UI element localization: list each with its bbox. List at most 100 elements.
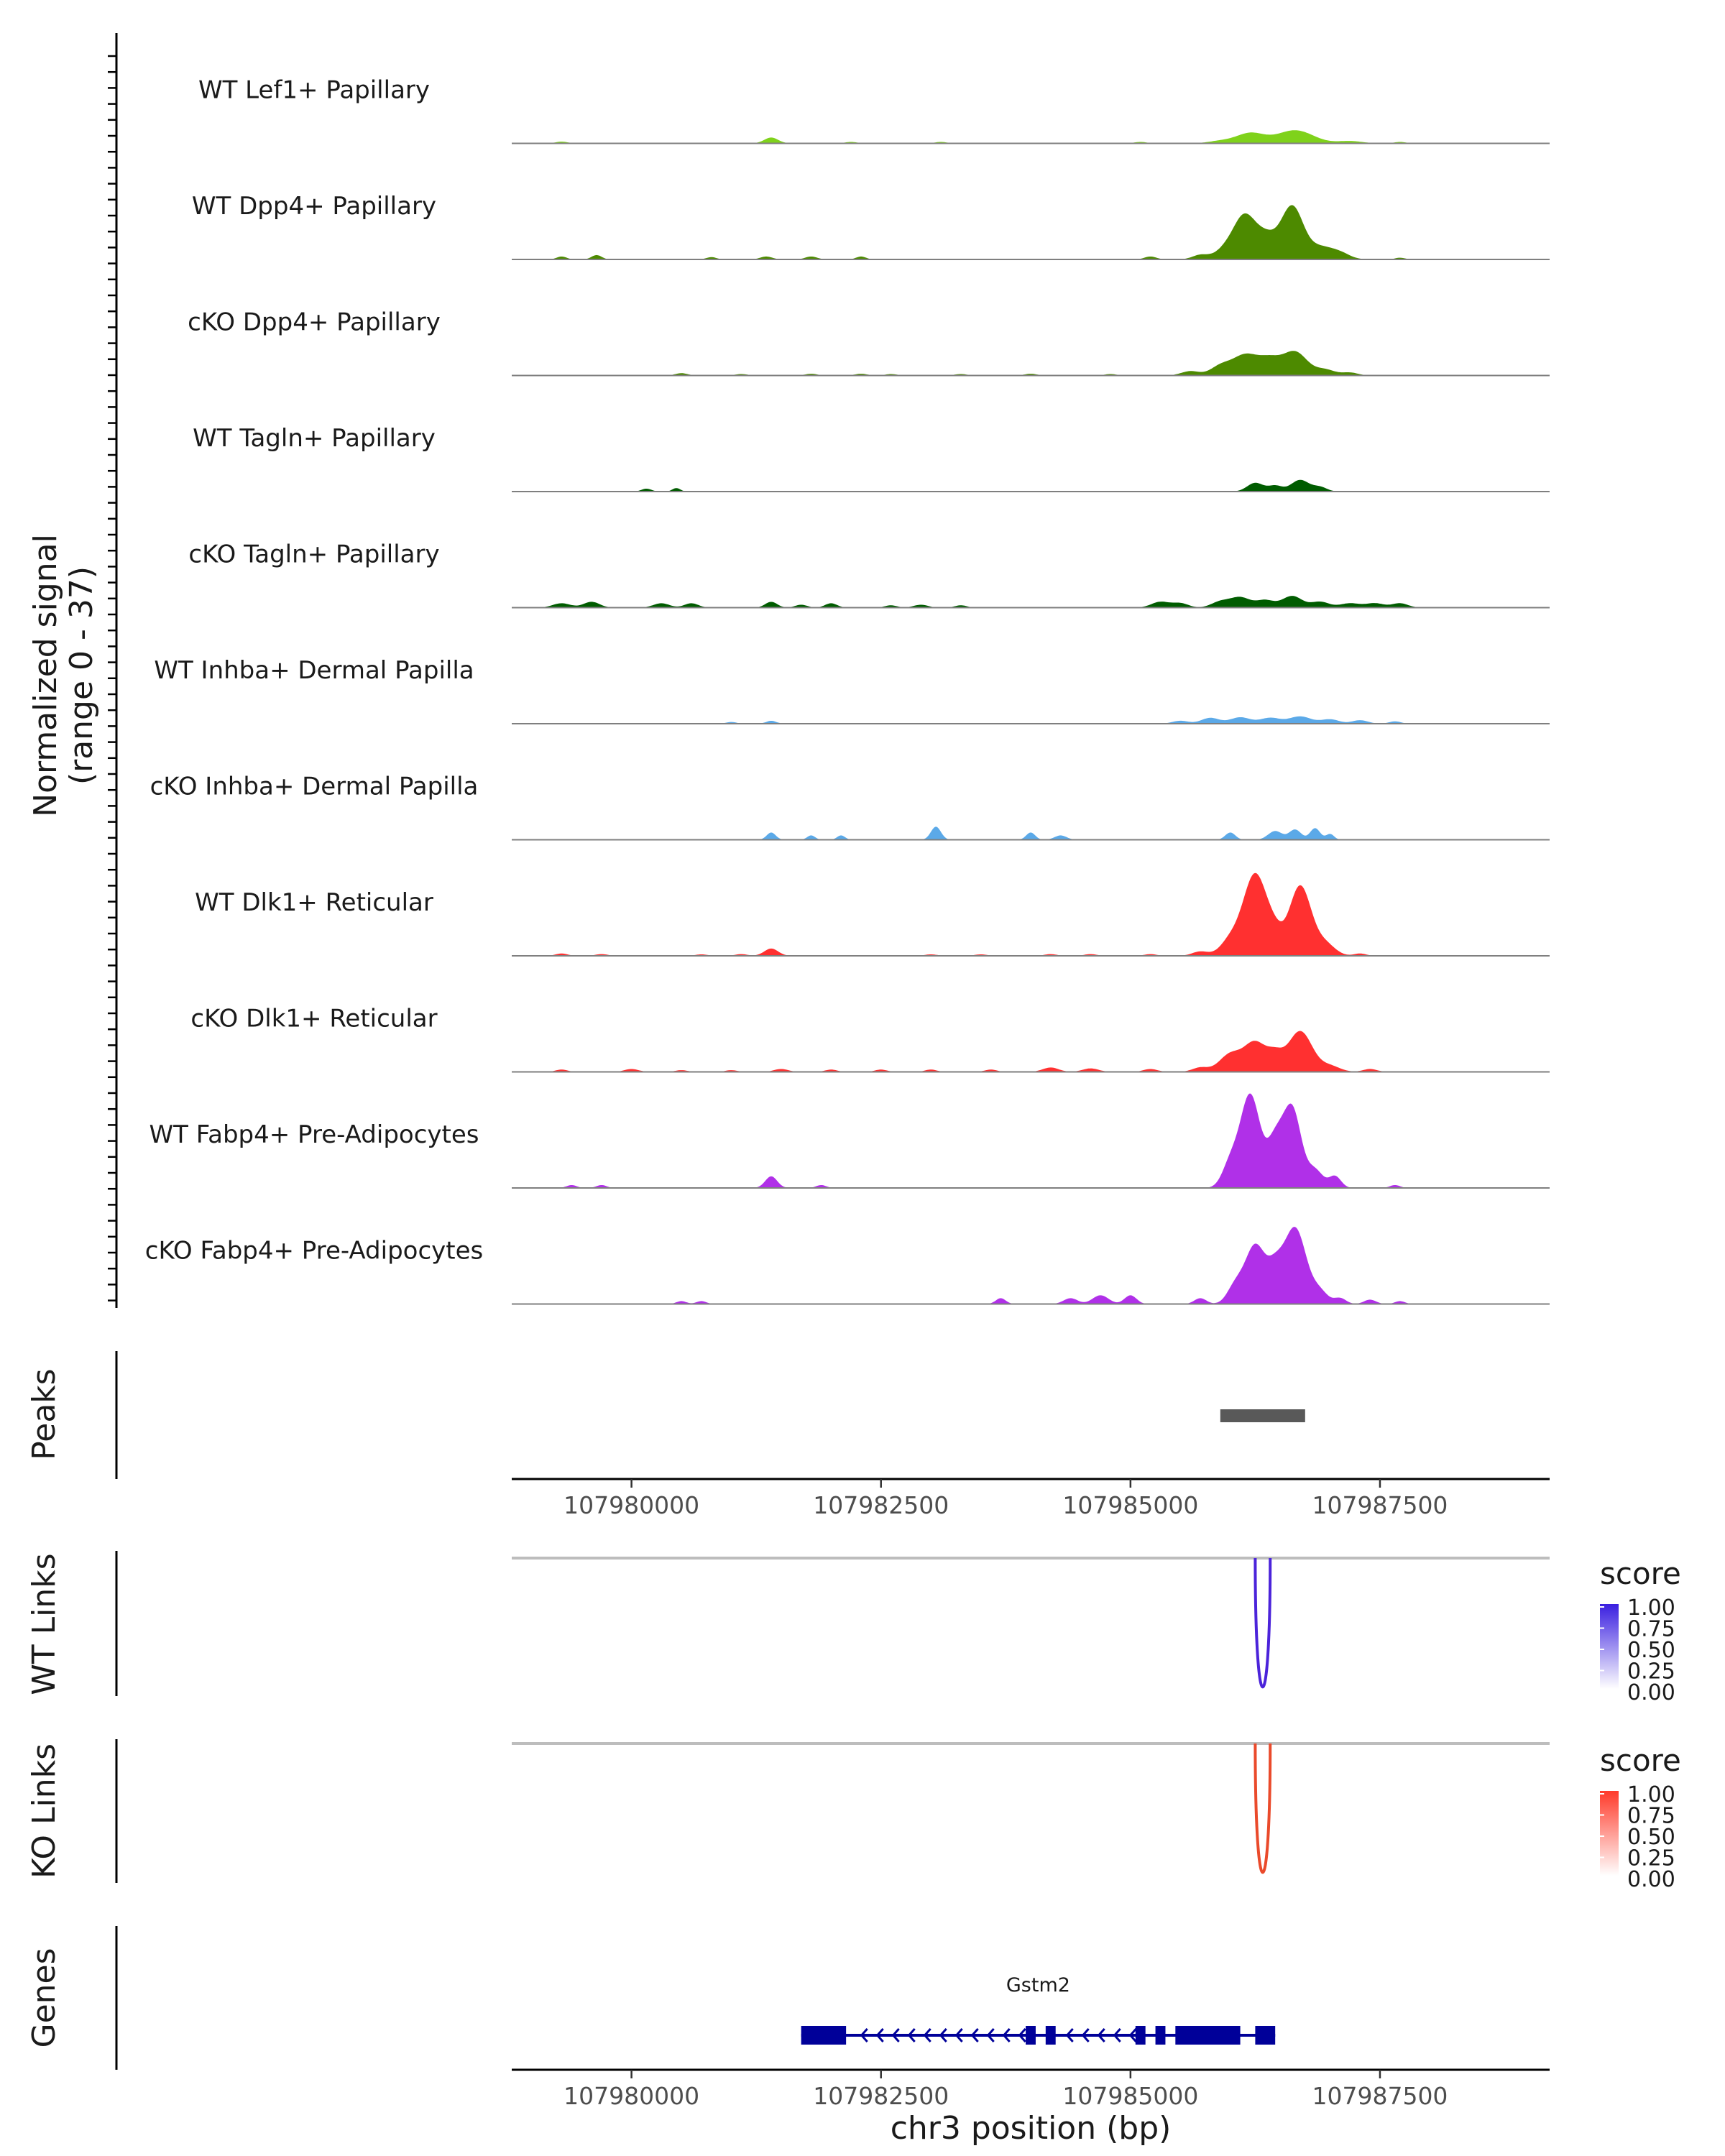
coverage-track-label: WT Inhba+ Dermal Papilla [154, 656, 474, 685]
coverage-track-label: cKO Tagln+ Papillary [188, 540, 439, 569]
legend-tick-label: 0.75 [1627, 1617, 1675, 1642]
coverage-track: cKO Fabp4+ Pre-Adipocytes [145, 1227, 1550, 1305]
x-axis-top: 107980000 107982500 107985000 107987500 [512, 1478, 1550, 1519]
x-axis-tick-label: 107987500 [1312, 2082, 1448, 2110]
coverage-area [512, 479, 1550, 492]
coverage-track-label: WT Dpp4+ Papillary [192, 192, 436, 221]
gene-exon [801, 2026, 847, 2045]
gene-strand-arrow [1113, 2028, 1121, 2042]
gene-strand-arrow [939, 2028, 947, 2042]
coverage-area [512, 1093, 1550, 1188]
coverage-track-label: WT Dlk1+ Reticular [195, 888, 433, 917]
coverage-area [512, 826, 1550, 840]
gene-exon [1175, 2026, 1241, 2045]
wt-score-legend: score 1.000.750.500.250.00 [1600, 1556, 1681, 1705]
gene-strand-arrow [970, 2028, 979, 2042]
gene-strand-arrow [923, 2028, 932, 2042]
coverage-area [512, 1227, 1550, 1304]
coverage-area [512, 716, 1550, 724]
genes-track: Genes Gstm2 [26, 1926, 1276, 2070]
x-axis-tick-label: 107982500 [813, 1491, 949, 1519]
gene-strand-arrow [907, 2028, 916, 2042]
coverage-track: WT Dpp4+ Papillary [192, 192, 1550, 260]
x-axis-title: chr3 position (bp) [891, 2110, 1172, 2147]
wt-link-arc [1254, 1557, 1272, 1689]
gene-exon [1026, 2026, 1036, 2045]
gene-strand-arrow [1128, 2028, 1137, 2042]
coverage-track: WT Inhba+ Dermal Papilla [154, 656, 1550, 724]
x-axis-bottom: 107980000 107982500 107985000 107987500 [512, 2068, 1550, 2110]
ko-score-legend: score 1.000.750.500.250.00 [1600, 1743, 1681, 1892]
gene-model [801, 2026, 1276, 2045]
coverage-track: WT Fabp4+ Pre-Adipocytes [150, 1093, 1550, 1189]
legend-tick-label: 0.25 [1627, 1659, 1675, 1685]
coverage-track: cKO Dpp4+ Papillary [188, 308, 1550, 377]
coverage-area [512, 130, 1550, 144]
coverage-track: WT Tagln+ Papillary [193, 424, 1550, 492]
coverage-track: cKO Dlk1+ Reticular [190, 1005, 1550, 1073]
x-axis-tick-label: 107985000 [1062, 1491, 1198, 1519]
coverage-area [512, 351, 1550, 376]
coverage-ylabel-line1: Normalized signal [27, 534, 64, 817]
legend-tick-label: 0.25 [1627, 1846, 1675, 1871]
x-axis-tick-label: 107982500 [813, 2082, 949, 2110]
gene-strand-arrow [1018, 2028, 1026, 2042]
peaks-track: Peaks [26, 1351, 1305, 1479]
legend-tick-label: 1.00 [1627, 1782, 1675, 1807]
ko-links-track-label: KO Links [26, 1743, 63, 1879]
gene-strand-arrow [1065, 2028, 1074, 2042]
coverage-track: cKO Tagln+ Papillary [188, 540, 1550, 609]
x-axis-tick-label: 107987500 [1312, 1491, 1448, 1519]
peak-region-bar [1220, 1409, 1305, 1422]
ko-legend-title: score [1600, 1743, 1681, 1778]
gene-exon [1155, 2026, 1166, 2045]
gene-strand-arrow [954, 2028, 963, 2042]
gene-exon [1255, 2026, 1276, 2045]
coverage-track-label: cKO Dlk1+ Reticular [190, 1005, 437, 1033]
coverage-track-label: cKO Dpp4+ Papillary [188, 308, 441, 337]
coverage-track-label: cKO Fabp4+ Pre-Adipocytes [145, 1237, 484, 1266]
coverage-track: cKO Inhba+ Dermal Papilla [150, 773, 1550, 841]
coverage-track-label: WT Fabp4+ Pre-Adipocytes [150, 1120, 479, 1149]
gene-strand-arrow [891, 2028, 900, 2042]
coverage-track-label: cKO Inhba+ Dermal Papilla [150, 773, 479, 801]
coverage-area [512, 872, 1550, 956]
legend-tick-label: 0.00 [1627, 1867, 1675, 1892]
genes-track-label: Genes [26, 1948, 63, 2047]
legend-tick-label: 0.50 [1627, 1638, 1675, 1663]
coverage-area [512, 1031, 1550, 1072]
coverage-track: WT Lef1+ Papillary [198, 76, 1550, 144]
wt-links-track: WT Links [26, 1551, 1550, 1696]
ko-link-arc [1254, 1743, 1272, 1874]
ko-links-track: KO Links [26, 1739, 1550, 1883]
gene-strand-arrow [1097, 2028, 1105, 2042]
gene-exon [1135, 2026, 1146, 2045]
coverage-track: WT Dlk1+ Reticular [195, 872, 1550, 957]
legend-tick-label: 0.75 [1627, 1804, 1675, 1829]
coverage-track-label: WT Lef1+ Papillary [198, 76, 430, 105]
legend-tick-label: 0.00 [1627, 1680, 1675, 1705]
gene-strand-arrow [875, 2028, 884, 2042]
gene-strand-arrow [1002, 2028, 1011, 2042]
gene-strand-arrow [1081, 2028, 1090, 2042]
legend-tick-label: 0.50 [1627, 1825, 1675, 1850]
coverage-tracks: WT Lef1+ Papillary WT Dpp4+ Papillary cKO … [108, 33, 1550, 1308]
coverage-ylabel-line2: (range 0 - 37) [63, 566, 100, 785]
wt-legend-title: score [1600, 1556, 1681, 1591]
x-axis-tick-label: 107985000 [1062, 2082, 1198, 2110]
gene-name-label: Gstm2 [1006, 1974, 1070, 1996]
wt-legend-colorbar [1600, 1604, 1619, 1689]
gene-strand-arrow [986, 2028, 995, 2042]
peaks-track-label: Peaks [26, 1368, 63, 1460]
wt-links-track-label: WT Links [26, 1553, 63, 1695]
x-axis-tick-label: 107980000 [564, 1491, 699, 1519]
coverage-area [512, 205, 1550, 259]
wt-legend-ticks: 1.000.750.500.250.00 [1600, 1595, 1675, 1705]
legend-tick-label: 1.00 [1627, 1595, 1675, 1621]
gene-strand-arrow [860, 2028, 868, 2042]
x-axis-tick-label: 107980000 [564, 2082, 699, 2110]
coverage-area [512, 596, 1550, 608]
coverage-track-label: WT Tagln+ Papillary [193, 424, 436, 453]
ko-legend-ticks: 1.000.750.500.250.00 [1600, 1782, 1675, 1892]
